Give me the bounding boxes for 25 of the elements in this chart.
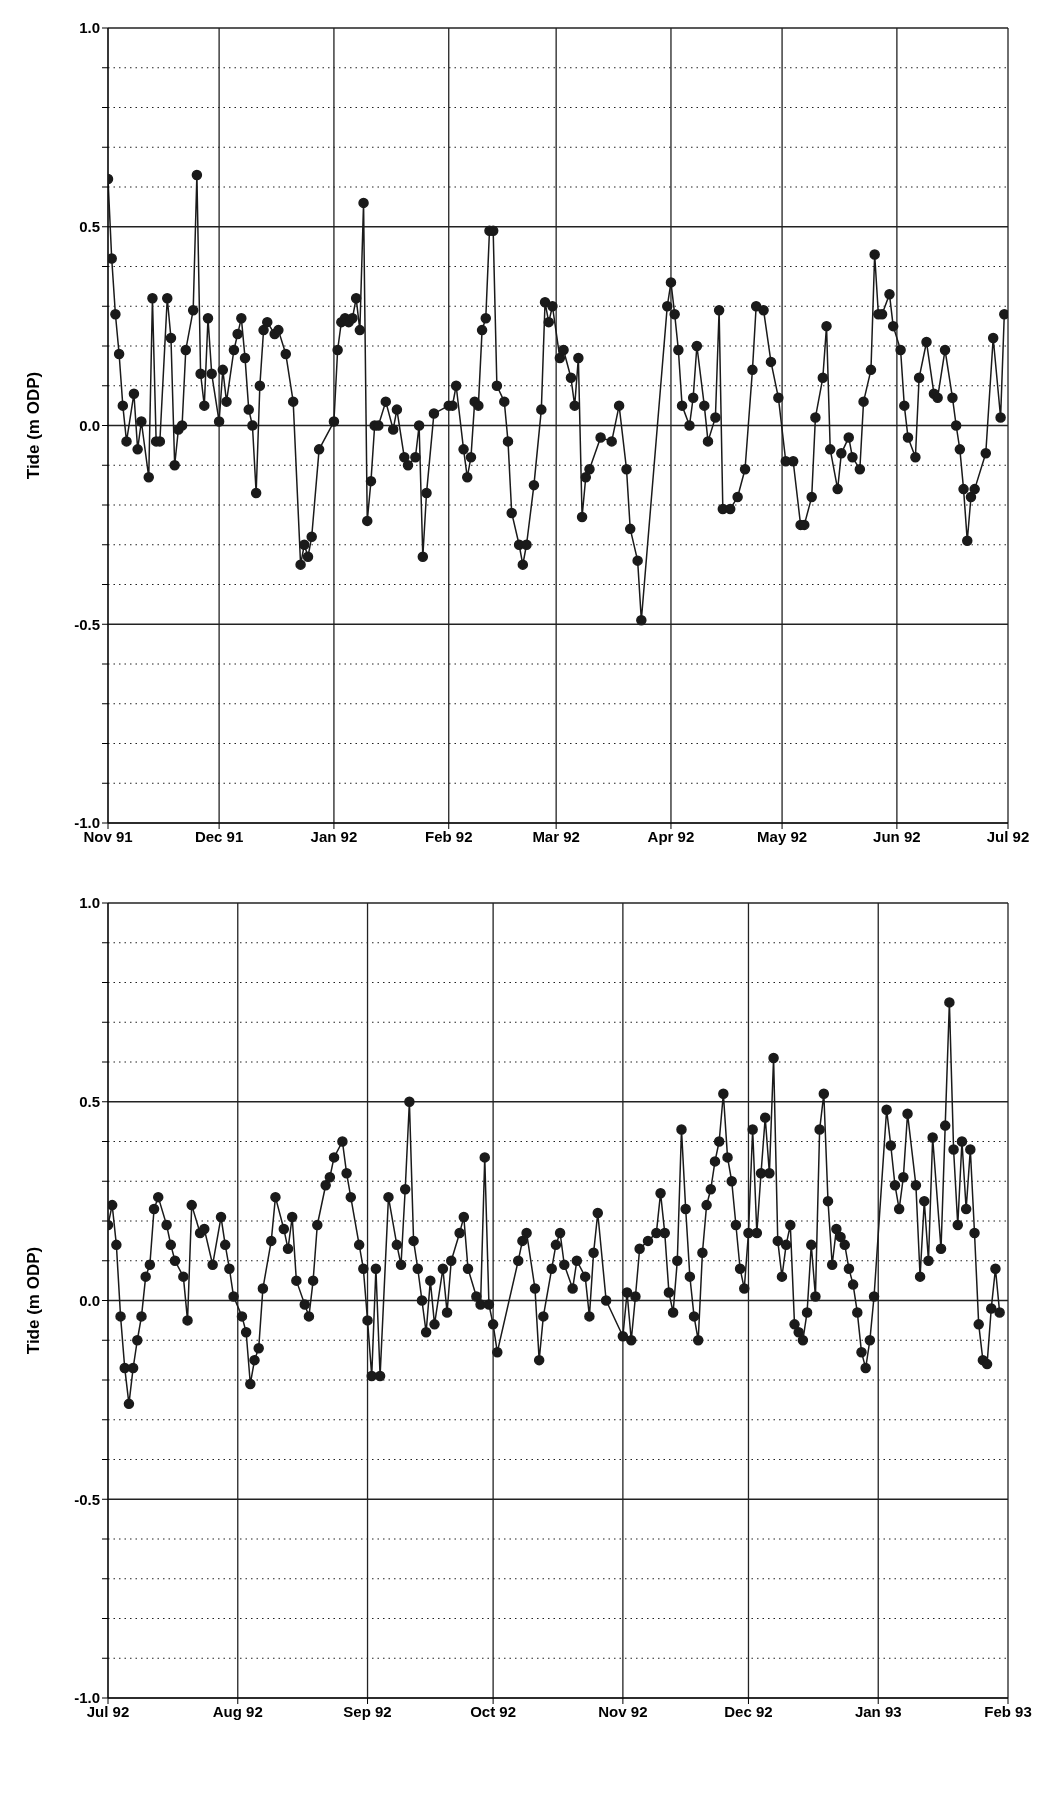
y-tick-label: 0.0 (79, 1291, 100, 1309)
y-axis-title: Tide (m ODP) (24, 1246, 44, 1355)
x-tick-label: May 92 (757, 827, 808, 845)
x-tick-label: Mar 92 (532, 827, 580, 845)
y-tick-label: 1.0 (79, 19, 100, 37)
x-tick-label: Jul 92 (986, 827, 1030, 845)
x-tick-label: Jun 92 (873, 827, 921, 845)
x-tick-label: Feb 92 (424, 827, 473, 845)
y-tick-label: -0.5 (74, 615, 100, 633)
y-tick-label: 0.5 (79, 218, 100, 236)
y-tick-label: 0.5 (79, 1093, 100, 1111)
x-tick-label: Dec 92 (724, 1702, 773, 1720)
x-tick-label: Nov 92 (598, 1702, 648, 1720)
x-tick-label: Aug 92 (212, 1702, 263, 1720)
x-tick-label: Jan 93 (854, 1702, 902, 1720)
x-tick-label: Feb 93 (984, 1702, 1032, 1720)
x-tick-label: Dec 91 (194, 827, 244, 845)
y-tick-label: 1.0 (79, 894, 100, 912)
y-tick-label: 0.0 (79, 416, 100, 434)
x-tick-label: Jan 92 (310, 827, 358, 845)
x-tick-label: Apr 92 (647, 827, 695, 845)
y-axis-title: Tide (m ODP) (24, 371, 44, 480)
x-tick-label: Sep 92 (343, 1702, 392, 1720)
y-tick-label: -0.5 (74, 1490, 100, 1508)
x-tick-label: Oct 92 (470, 1702, 517, 1720)
